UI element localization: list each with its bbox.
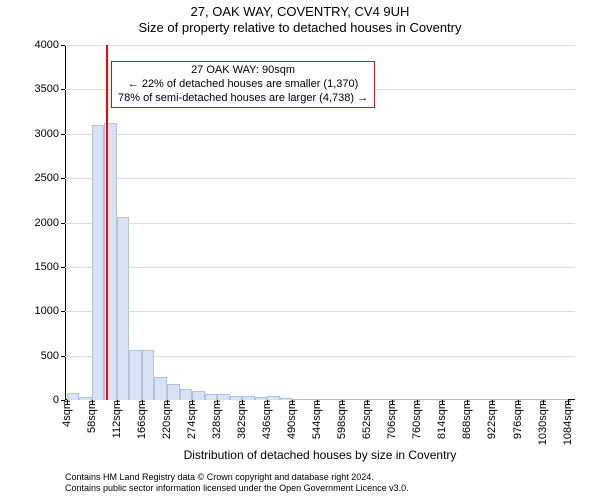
plot-area: 050010001500200025003000350040004sqm58sq…: [65, 45, 575, 400]
ytick-mark: [61, 267, 65, 268]
x-axis-label: Distribution of detached houses by size …: [65, 448, 575, 462]
footer-line2: Contains public sector information licen…: [65, 483, 409, 494]
gridline: [65, 45, 575, 46]
histogram-bar: [67, 393, 80, 400]
histogram-bar: [117, 217, 130, 400]
xtick-label: 1030sqm: [537, 400, 549, 445]
xtick-label: 328sqm: [211, 400, 223, 439]
xtick-label: 598sqm: [336, 400, 348, 439]
ytick-mark: [61, 223, 65, 224]
ytick-mark: [61, 356, 65, 357]
page-title-line1: 27, OAK WAY, COVENTRY, CV4 9UH: [0, 4, 600, 19]
footer-attribution: Contains HM Land Registry data © Crown c…: [65, 472, 409, 494]
ytick-label: 0: [53, 394, 59, 406]
ytick-mark: [61, 89, 65, 90]
xtick-label: 112sqm: [111, 400, 123, 438]
ytick-mark: [61, 311, 65, 312]
chart-container: 27, OAK WAY, COVENTRY, CV4 9UH Size of p…: [0, 0, 600, 500]
xtick-label: 976sqm: [512, 400, 524, 439]
xtick-label: 4sqm: [61, 400, 73, 427]
xtick-label: 490sqm: [286, 400, 298, 439]
property-marker-line: [106, 45, 108, 400]
histogram-bar: [142, 350, 155, 400]
gridline: [65, 178, 575, 179]
xtick-label: 382sqm: [236, 400, 248, 439]
xtick-label: 814sqm: [436, 400, 448, 439]
histogram-bar: [154, 377, 167, 400]
histogram-bar: [92, 125, 105, 400]
ytick-label: 2500: [35, 172, 59, 184]
histogram-bar: [180, 389, 193, 400]
footer-line1: Contains HM Land Registry data © Crown c…: [65, 472, 409, 483]
gridline: [65, 311, 575, 312]
gridline: [65, 134, 575, 135]
gridline: [65, 223, 575, 224]
annotation-box: 27 OAK WAY: 90sqm← 22% of detached house…: [111, 61, 375, 108]
ytick-label: 3000: [35, 128, 59, 140]
ytick-label: 4000: [35, 39, 59, 51]
ytick-mark: [61, 45, 65, 46]
xtick-label: 436sqm: [261, 400, 273, 439]
xtick-label: 760sqm: [411, 400, 423, 439]
xtick-label: 544sqm: [311, 400, 323, 439]
annotation-line3: 78% of semi-detached houses are larger (…: [118, 92, 368, 106]
histogram-bar: [167, 384, 180, 400]
gridline: [65, 267, 575, 268]
ytick-mark: [61, 178, 65, 179]
ytick-label: 3500: [35, 83, 59, 95]
annotation-line2: ← 22% of detached houses are smaller (1,…: [118, 78, 368, 92]
ytick-mark: [61, 134, 65, 135]
xtick-label: 1084sqm: [562, 400, 574, 445]
annotation-line1: 27 OAK WAY: 90sqm: [118, 64, 368, 78]
xtick-label: 274sqm: [186, 400, 198, 439]
page-title-line2: Size of property relative to detached ho…: [0, 20, 600, 35]
ytick-label: 1000: [35, 305, 59, 317]
ytick-label: 2000: [35, 217, 59, 229]
xtick-label: 652sqm: [361, 400, 373, 439]
ytick-label: 500: [41, 350, 59, 362]
ytick-label: 1500: [35, 261, 59, 273]
histogram-bar: [129, 350, 142, 400]
xtick-label: 868sqm: [461, 400, 473, 439]
xtick-label: 922sqm: [486, 400, 498, 439]
histogram-bar: [192, 391, 205, 400]
xtick-label: 58sqm: [86, 400, 98, 433]
xtick-label: 220sqm: [161, 400, 173, 439]
xtick-label: 706sqm: [386, 400, 398, 439]
xtick-label: 166sqm: [136, 400, 148, 439]
